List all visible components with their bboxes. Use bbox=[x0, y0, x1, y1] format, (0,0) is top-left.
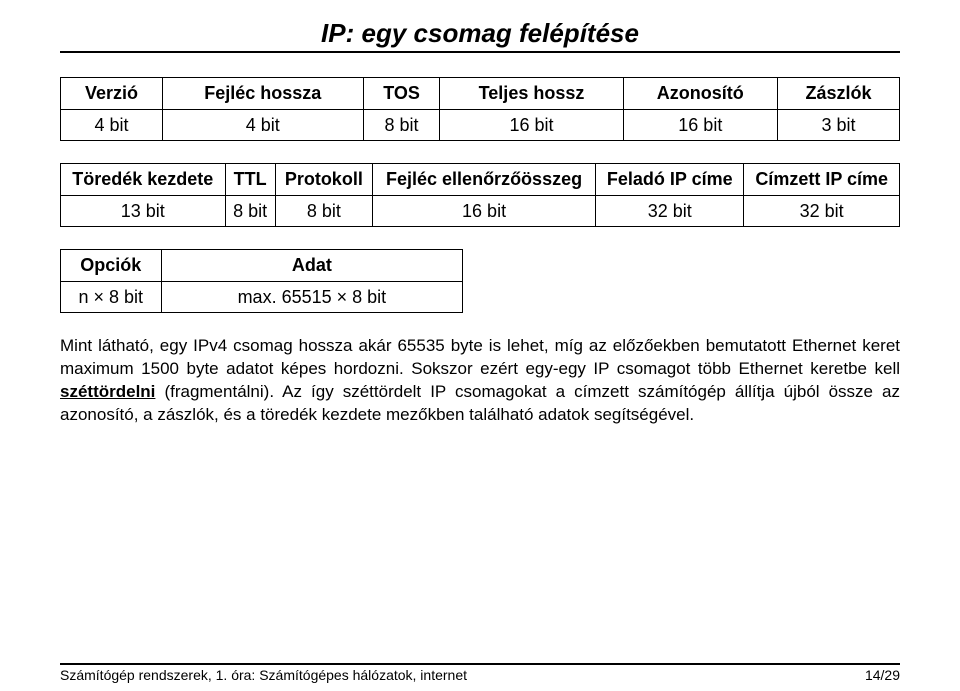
cell: 16 bit bbox=[372, 195, 595, 227]
table-row: 4 bit 4 bit 8 bit 16 bit 16 bit 3 bit bbox=[61, 109, 900, 141]
cell: 3 bit bbox=[777, 109, 899, 141]
col-header: TTL bbox=[225, 164, 275, 196]
table-row: n × 8 bit max. 65515 × 8 bit bbox=[61, 281, 463, 313]
footer-page-number: 14/29 bbox=[865, 667, 900, 683]
table-row: Verzió Fejléc hossza TOS Teljes hossz Az… bbox=[61, 78, 900, 110]
page-title: IP: egy csomag felépítése bbox=[60, 18, 900, 49]
title-divider bbox=[60, 51, 900, 53]
table-row: Töredék kezdete TTL Protokoll Fejléc ell… bbox=[61, 164, 900, 196]
cell: n × 8 bit bbox=[61, 281, 162, 313]
cell: 8 bit bbox=[225, 195, 275, 227]
underlined-term: széttördelni bbox=[60, 382, 155, 401]
cell: 16 bit bbox=[440, 109, 623, 141]
cell: 32 bit bbox=[744, 195, 900, 227]
col-header: Teljes hossz bbox=[440, 78, 623, 110]
ip-header-table-2: Töredék kezdete TTL Protokoll Fejléc ell… bbox=[60, 163, 900, 227]
cell: max. 65515 × 8 bit bbox=[161, 281, 463, 313]
ip-header-table-1: Verzió Fejléc hossza TOS Teljes hossz Az… bbox=[60, 77, 900, 141]
cell: 4 bit bbox=[61, 109, 163, 141]
col-header: Fejléc hossza bbox=[162, 78, 363, 110]
col-header: Opciók bbox=[61, 250, 162, 282]
cell: 32 bit bbox=[596, 195, 744, 227]
col-header: Címzett IP címe bbox=[744, 164, 900, 196]
footer-row: Számítógép rendszerek, 1. óra: Számítógé… bbox=[60, 667, 900, 683]
footer-divider bbox=[60, 663, 900, 665]
col-header: Töredék kezdete bbox=[61, 164, 226, 196]
col-header: Adat bbox=[161, 250, 463, 282]
col-header: Feladó IP címe bbox=[596, 164, 744, 196]
table-row: 13 bit 8 bit 8 bit 16 bit 32 bit 32 bit bbox=[61, 195, 900, 227]
footer: Számítógép rendszerek, 1. óra: Számítógé… bbox=[0, 663, 960, 683]
footer-left: Számítógép rendszerek, 1. óra: Számítógé… bbox=[60, 667, 467, 683]
col-header: Fejléc ellenőrzőösszeg bbox=[372, 164, 595, 196]
col-header: Protokoll bbox=[275, 164, 372, 196]
cell: 8 bit bbox=[275, 195, 372, 227]
col-header: TOS bbox=[363, 78, 440, 110]
cell: 4 bit bbox=[162, 109, 363, 141]
ip-header-table-3: Opciók Adat n × 8 bit max. 65515 × 8 bit bbox=[60, 249, 463, 313]
cell: 16 bit bbox=[623, 109, 777, 141]
slide-page: IP: egy csomag felépítése Verzió Fejléc … bbox=[0, 0, 960, 691]
col-header: Azonosító bbox=[623, 78, 777, 110]
text-segment: Mint látható, egy IPv4 csomag hossza aká… bbox=[60, 336, 900, 378]
table-row: Opciók Adat bbox=[61, 250, 463, 282]
col-header: Verzió bbox=[61, 78, 163, 110]
cell: 13 bit bbox=[61, 195, 226, 227]
text-segment: (fragmentálni). Az így széttördelt IP cs… bbox=[60, 382, 900, 424]
body-paragraph: Mint látható, egy IPv4 csomag hossza aká… bbox=[60, 335, 900, 427]
cell: 8 bit bbox=[363, 109, 440, 141]
col-header: Zászlók bbox=[777, 78, 899, 110]
